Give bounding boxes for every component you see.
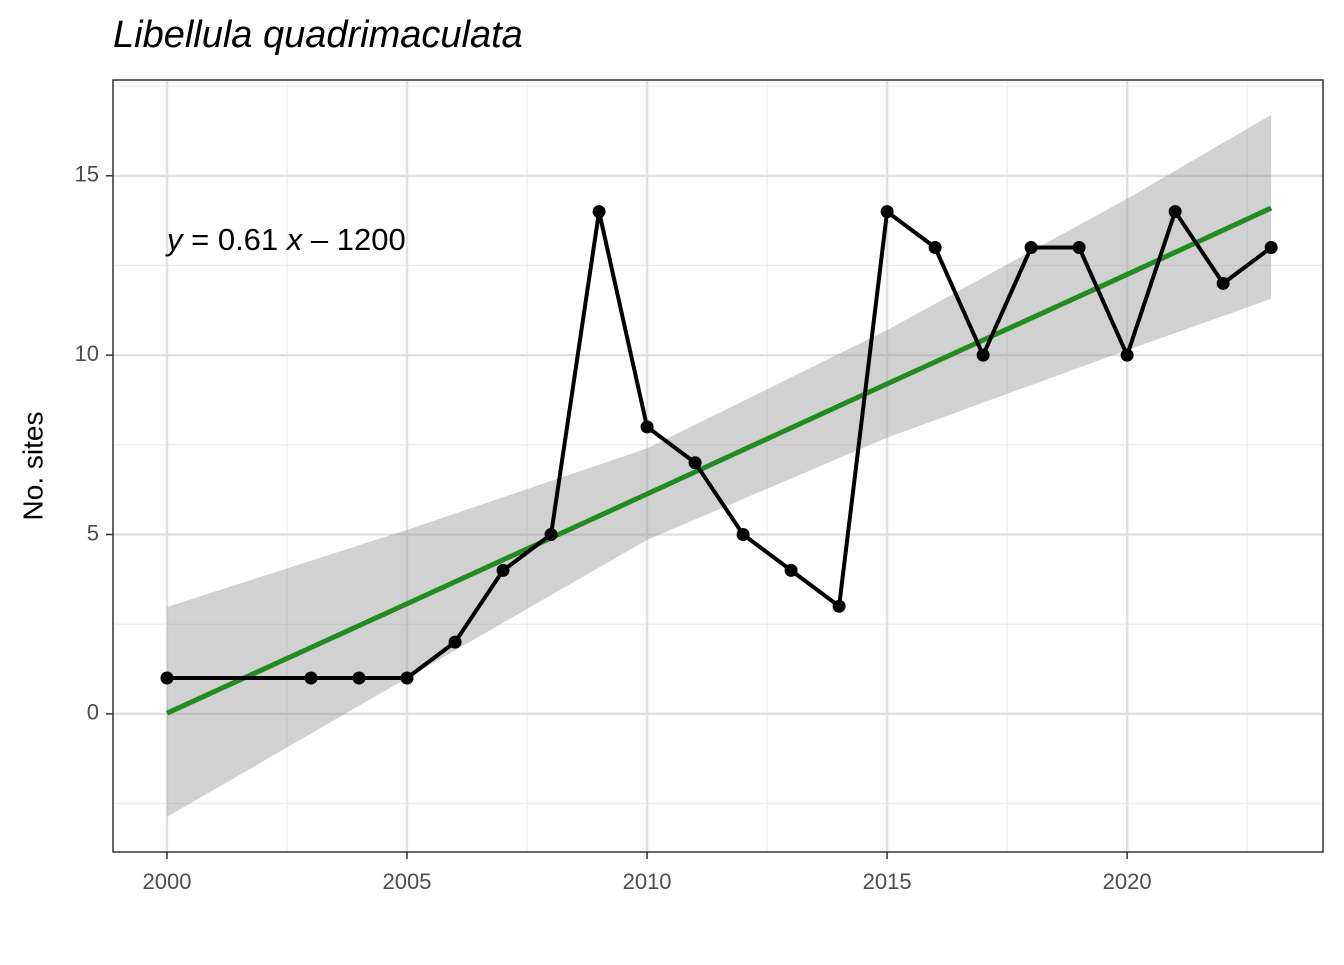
data-point xyxy=(1216,276,1230,290)
x-tick-label: 2015 xyxy=(863,869,912,894)
data-point xyxy=(1024,241,1038,255)
y-axis-label: No. sites xyxy=(17,412,48,521)
data-point xyxy=(688,456,702,470)
data-point xyxy=(160,671,174,685)
plot-border xyxy=(112,79,1324,853)
annotation-part: x xyxy=(285,222,304,257)
y-tick-label: 15 xyxy=(75,162,99,187)
data-point xyxy=(928,241,942,255)
x-tick-label: 2005 xyxy=(383,869,432,894)
data-point xyxy=(544,528,558,542)
confidence-band xyxy=(167,114,1272,817)
data-point xyxy=(304,671,318,685)
data-point xyxy=(448,635,462,649)
data-point xyxy=(1120,348,1134,362)
y-tick-label: 5 xyxy=(87,520,99,545)
chart-title: Libellula quadrimaculata xyxy=(113,14,523,56)
data-point xyxy=(1264,241,1278,255)
data-point xyxy=(736,528,750,542)
annotation-part: – 1200 xyxy=(302,222,405,257)
data-line xyxy=(167,209,1273,681)
data-point xyxy=(400,671,414,685)
data-point xyxy=(496,563,510,577)
data-point xyxy=(1168,205,1182,219)
x-tick-label: 2010 xyxy=(623,869,672,894)
data-point xyxy=(784,563,798,577)
data-point xyxy=(976,348,990,362)
data-point xyxy=(352,671,366,685)
data-point xyxy=(880,205,894,219)
plot-background xyxy=(113,80,1323,852)
annotation-part: = 0.61 xyxy=(183,222,287,257)
y-tick-label: 0 xyxy=(87,700,99,725)
data-point xyxy=(832,599,846,613)
data-point xyxy=(640,420,654,434)
x-tick-label: 2000 xyxy=(143,869,192,894)
data-point xyxy=(592,205,606,219)
y-tick-label: 10 xyxy=(75,341,99,366)
x-tick-label: 2020 xyxy=(1103,869,1152,894)
trend-line xyxy=(165,205,1273,716)
annotation: y = 0.61 x – 1200 xyxy=(165,222,406,257)
data-point xyxy=(1072,241,1086,255)
annotation-part: y xyxy=(165,222,185,257)
